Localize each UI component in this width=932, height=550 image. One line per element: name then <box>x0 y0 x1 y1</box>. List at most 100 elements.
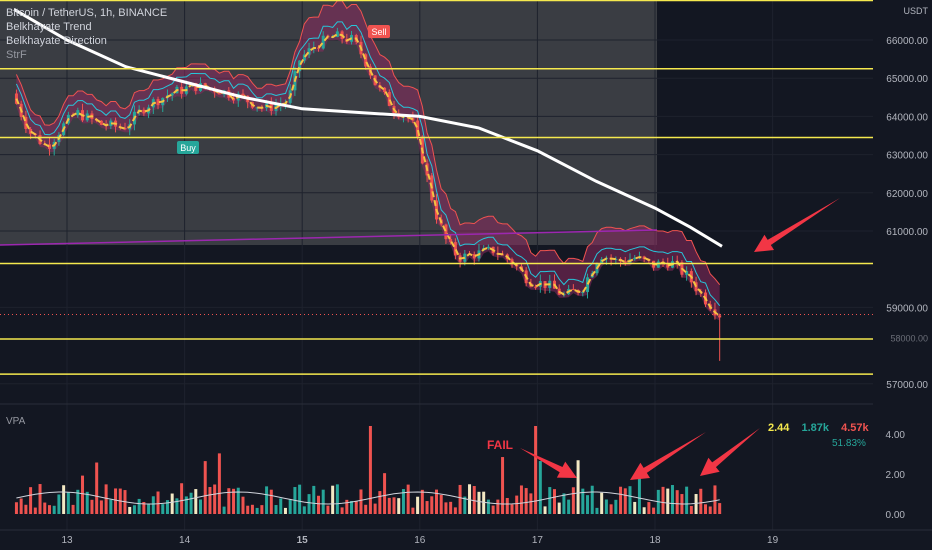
volume-bar <box>312 485 316 514</box>
volume-bar <box>307 494 311 514</box>
volume-bar <box>137 498 141 514</box>
volume-bar <box>468 484 472 514</box>
volume-tick-label: 2.00 <box>886 470 906 481</box>
volume-bar <box>354 500 358 514</box>
volume-bar <box>491 505 495 514</box>
candle-body <box>718 315 722 318</box>
volume-bar <box>595 507 599 514</box>
volume-bar <box>604 499 608 514</box>
volume-bar <box>713 485 717 514</box>
candle-body <box>642 256 646 260</box>
vpa-pane-label[interactable]: VPA <box>6 416 26 427</box>
volume-bar <box>255 507 259 514</box>
price-tick-label: 64000.00 <box>886 112 928 123</box>
volume-bar <box>57 494 61 514</box>
vpa-value-1: 2.44 <box>768 422 790 434</box>
volume-bar <box>364 504 368 514</box>
volume-bar <box>203 461 207 514</box>
volume-bar <box>81 475 85 514</box>
volume-bar <box>241 496 245 514</box>
volume-bar <box>666 488 670 514</box>
volume-bar <box>62 485 66 514</box>
volume-bar <box>477 491 481 514</box>
volume-bar <box>283 507 287 514</box>
candle-body <box>614 258 618 260</box>
buy-signal <box>177 141 199 154</box>
candle-body <box>194 83 198 91</box>
band-cyan <box>15 21 721 307</box>
candle-body <box>142 109 146 114</box>
volume-bar <box>567 499 571 514</box>
candle-body <box>335 31 339 37</box>
volume-bar <box>114 488 118 514</box>
vpa-stats: 2.44 1.87k 4.57k <box>768 422 878 434</box>
volume-bar <box>142 501 146 514</box>
volume-bar <box>279 498 283 514</box>
volume-bar <box>661 486 665 514</box>
volume-bar <box>38 484 42 514</box>
ghost-tick-label: 58000.00 <box>890 334 928 344</box>
volume-bar <box>557 502 561 514</box>
volume-bar <box>397 498 401 514</box>
volume-bar <box>194 489 198 514</box>
volume-bar <box>600 492 604 514</box>
time-tick-label: 17 <box>532 535 544 546</box>
candle-body <box>298 60 302 72</box>
volume-bar <box>387 497 391 514</box>
volume-bar <box>434 489 438 514</box>
indicator-trend[interactable]: Belkhayate Trend <box>6 21 92 33</box>
candle-body <box>47 144 51 149</box>
candle-body <box>24 116 28 129</box>
volume-tick-label: 0.00 <box>886 510 906 521</box>
volume-bar <box>505 497 509 514</box>
volume-bar <box>519 485 523 514</box>
volume-bar <box>213 484 217 514</box>
price-tick-label: 65000.00 <box>886 74 928 85</box>
volume-bar <box>90 499 94 514</box>
candle-body <box>586 277 590 292</box>
time-tick-label: 13 <box>61 535 73 546</box>
volume-bar <box>298 484 302 514</box>
volume-bar <box>350 500 354 514</box>
volume-bar <box>250 504 254 514</box>
indicator-direction[interactable]: Belkhayate Direction <box>6 35 107 47</box>
candle-body <box>685 271 689 275</box>
volume-bar <box>416 496 420 514</box>
candle-body <box>571 288 575 290</box>
volume-bar <box>642 507 646 514</box>
indicator-extra[interactable]: StrF <box>6 49 27 61</box>
volume-bar <box>14 502 18 514</box>
volume-bar <box>670 485 674 514</box>
grid-lines <box>0 0 873 530</box>
volume-bar <box>180 483 184 514</box>
candle-body <box>307 48 311 55</box>
volume-bar <box>515 495 519 514</box>
price-tick-label: 66000.00 <box>886 36 928 47</box>
volume-bar <box>552 489 556 514</box>
symbol-title[interactable]: Bitcoin / TetherUS, 1h, BINANCE <box>6 7 168 19</box>
volume-bar <box>132 505 136 514</box>
time-tick-label: 16 <box>414 535 426 546</box>
currency-badge-bg <box>888 4 928 16</box>
volume-bar <box>52 505 56 514</box>
candle-body <box>76 110 80 116</box>
candle-body <box>666 263 670 268</box>
price-tick-label: 57000.00 <box>886 380 928 391</box>
volume-bar <box>66 492 70 514</box>
volume-bar <box>147 504 151 514</box>
candle-body <box>85 113 89 121</box>
volume-bar <box>718 503 722 514</box>
candle-body <box>411 118 415 121</box>
candle-body <box>449 239 453 243</box>
volume-bar <box>340 507 344 514</box>
volume-bar <box>524 488 528 514</box>
volume-bar <box>383 473 387 514</box>
volume-bar <box>29 487 33 514</box>
volume-bar <box>453 507 457 514</box>
volume-bar <box>95 462 99 514</box>
volume-bar <box>128 506 132 514</box>
volume-bar <box>619 486 623 514</box>
candle-body <box>387 92 391 106</box>
